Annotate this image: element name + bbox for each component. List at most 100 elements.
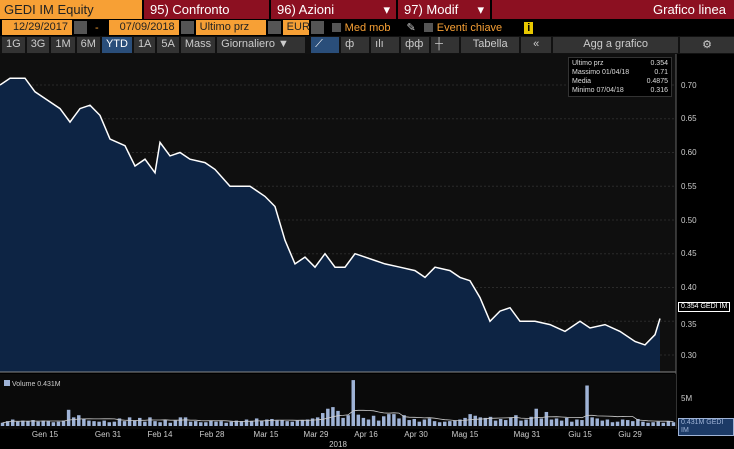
volume-bar xyxy=(127,417,132,426)
period-mass[interactable]: Mass xyxy=(180,37,216,53)
volume-bar xyxy=(529,416,533,426)
x-tick-label: Mar 15 xyxy=(253,430,279,439)
volume-legend-text: Volume 0.431M xyxy=(12,381,61,388)
x-tick-label: Feb 14 xyxy=(147,430,173,439)
volume-bar xyxy=(580,420,584,426)
actions-label: 96) Azioni xyxy=(277,2,335,17)
hilo-icon[interactable]: ┼ xyxy=(431,37,460,53)
calendar-icon[interactable] xyxy=(74,21,87,34)
compare-button[interactable]: 95) Confronto xyxy=(144,0,269,19)
x-tick-label: Giu 29 xyxy=(618,430,642,439)
period-5a[interactable]: 5A xyxy=(157,37,179,53)
volume-bar xyxy=(315,417,320,426)
volume-bar xyxy=(148,417,152,426)
price-chart[interactable] xyxy=(0,54,734,449)
volume-axis-label: 5M xyxy=(681,394,693,403)
bar-chart-icon[interactable]: ılı xyxy=(371,37,400,53)
legend-row: Ultimo prz 0.354 xyxy=(572,59,668,68)
volume-average-line xyxy=(2,409,674,424)
volume-bar xyxy=(41,420,45,426)
volume-bar xyxy=(631,421,635,426)
volume-bar xyxy=(5,421,10,426)
volume-bar xyxy=(219,421,223,426)
compare-label: 95) Confronto xyxy=(150,2,230,17)
volume-bar xyxy=(138,417,142,426)
volume-bar xyxy=(539,418,544,426)
volume-bar xyxy=(270,418,274,426)
volume-bar xyxy=(437,422,442,426)
settings-icon[interactable]: ⚙ xyxy=(680,37,734,53)
table-button[interactable]: Tabella xyxy=(461,37,520,53)
volume-bar xyxy=(16,421,20,426)
y-tick-label: 0.55 xyxy=(681,181,697,191)
legend-row: Massimo 01/04/18 0.71 xyxy=(572,68,668,77)
x-tick-label: Giu 15 xyxy=(568,430,592,439)
volume-bar xyxy=(625,420,630,426)
period-1a[interactable]: 1A xyxy=(133,37,156,53)
volume-bar xyxy=(163,420,167,426)
chevron-down-icon[interactable] xyxy=(310,21,324,34)
line-chart-icon[interactable]: ⟋ xyxy=(311,37,340,53)
volume-bar xyxy=(153,421,157,426)
volume-bar xyxy=(107,422,112,426)
security-field[interactable]: GEDI IM Equity xyxy=(0,0,142,19)
volume-bar xyxy=(509,417,513,426)
collapse-button[interactable]: « xyxy=(521,37,552,53)
volume-bar xyxy=(575,419,579,426)
volume-bar xyxy=(305,419,310,426)
volume-bar xyxy=(158,422,162,426)
key-events-checkbox[interactable] xyxy=(423,23,433,32)
info-icon[interactable]: i xyxy=(524,21,534,34)
volume-bar xyxy=(0,422,5,426)
frequency-select[interactable]: Giornaliero ▼ xyxy=(217,37,306,53)
volume-bar xyxy=(122,421,127,426)
pencil-icon[interactable]: ✎ xyxy=(406,22,416,34)
volume-bar xyxy=(290,421,294,426)
legend-value: 0.71 xyxy=(654,69,668,76)
period-1m[interactable]: 1M xyxy=(51,37,75,53)
volume-bar xyxy=(51,422,56,426)
volume-bar xyxy=(249,421,254,426)
period-1g[interactable]: 1G xyxy=(2,37,25,53)
period-6m[interactable]: 6M xyxy=(76,37,100,53)
volume-bar xyxy=(514,415,518,426)
period-3g[interactable]: 3G xyxy=(26,37,50,53)
volume-bar xyxy=(173,420,178,426)
key-events-label: Eventi chiave xyxy=(436,21,503,34)
volume-bar xyxy=(97,421,101,426)
chevron-down-icon[interactable] xyxy=(267,21,281,34)
candle-icon[interactable]: фф xyxy=(401,37,430,53)
period-ytd[interactable]: YTD xyxy=(101,37,132,53)
volume-bar xyxy=(280,420,284,426)
x-tick-label: Apr 16 xyxy=(354,430,378,439)
title-bar: GEDI IM Equity 95) Confronto 96) Azioni ▾… xyxy=(0,0,734,19)
volume-bar xyxy=(615,421,620,426)
x-tick-label: Mag 15 xyxy=(451,430,479,439)
volume-bar xyxy=(26,421,30,426)
volume-bar xyxy=(402,415,406,426)
volume-bar xyxy=(478,417,483,426)
field-select[interactable]: Ultimo prz xyxy=(195,20,266,35)
volume-bar xyxy=(209,420,213,426)
volume-bar xyxy=(651,422,655,426)
calendar-icon[interactable] xyxy=(180,21,194,34)
volume-bar xyxy=(473,415,477,426)
actions-menu[interactable]: 96) Azioni ▾ xyxy=(271,0,396,19)
volume-bar xyxy=(610,422,615,426)
chevron-down-icon: ▾ xyxy=(477,1,484,17)
modify-menu[interactable]: 97) Modif ▾ xyxy=(398,0,490,19)
volume-bar xyxy=(407,420,411,426)
end-date-input[interactable]: 07/09/2018 xyxy=(108,20,179,35)
start-date-input[interactable]: 12/29/2017 xyxy=(2,20,72,35)
y-tick-label: 0.60 xyxy=(681,148,697,157)
add-to-chart-button[interactable]: Agg a grafico xyxy=(553,37,679,53)
legend-value: 0.4875 xyxy=(646,78,668,85)
currency-select[interactable]: EUR xyxy=(282,20,310,35)
volume-bar xyxy=(36,421,40,426)
volume-bar xyxy=(570,421,574,426)
ohlc-icon[interactable]: ф xyxy=(341,37,370,53)
volume-bar xyxy=(193,421,198,426)
chevron-down-icon: ▾ xyxy=(383,1,390,17)
moving-avg-checkbox[interactable] xyxy=(331,23,341,32)
volume-bar xyxy=(117,418,122,426)
